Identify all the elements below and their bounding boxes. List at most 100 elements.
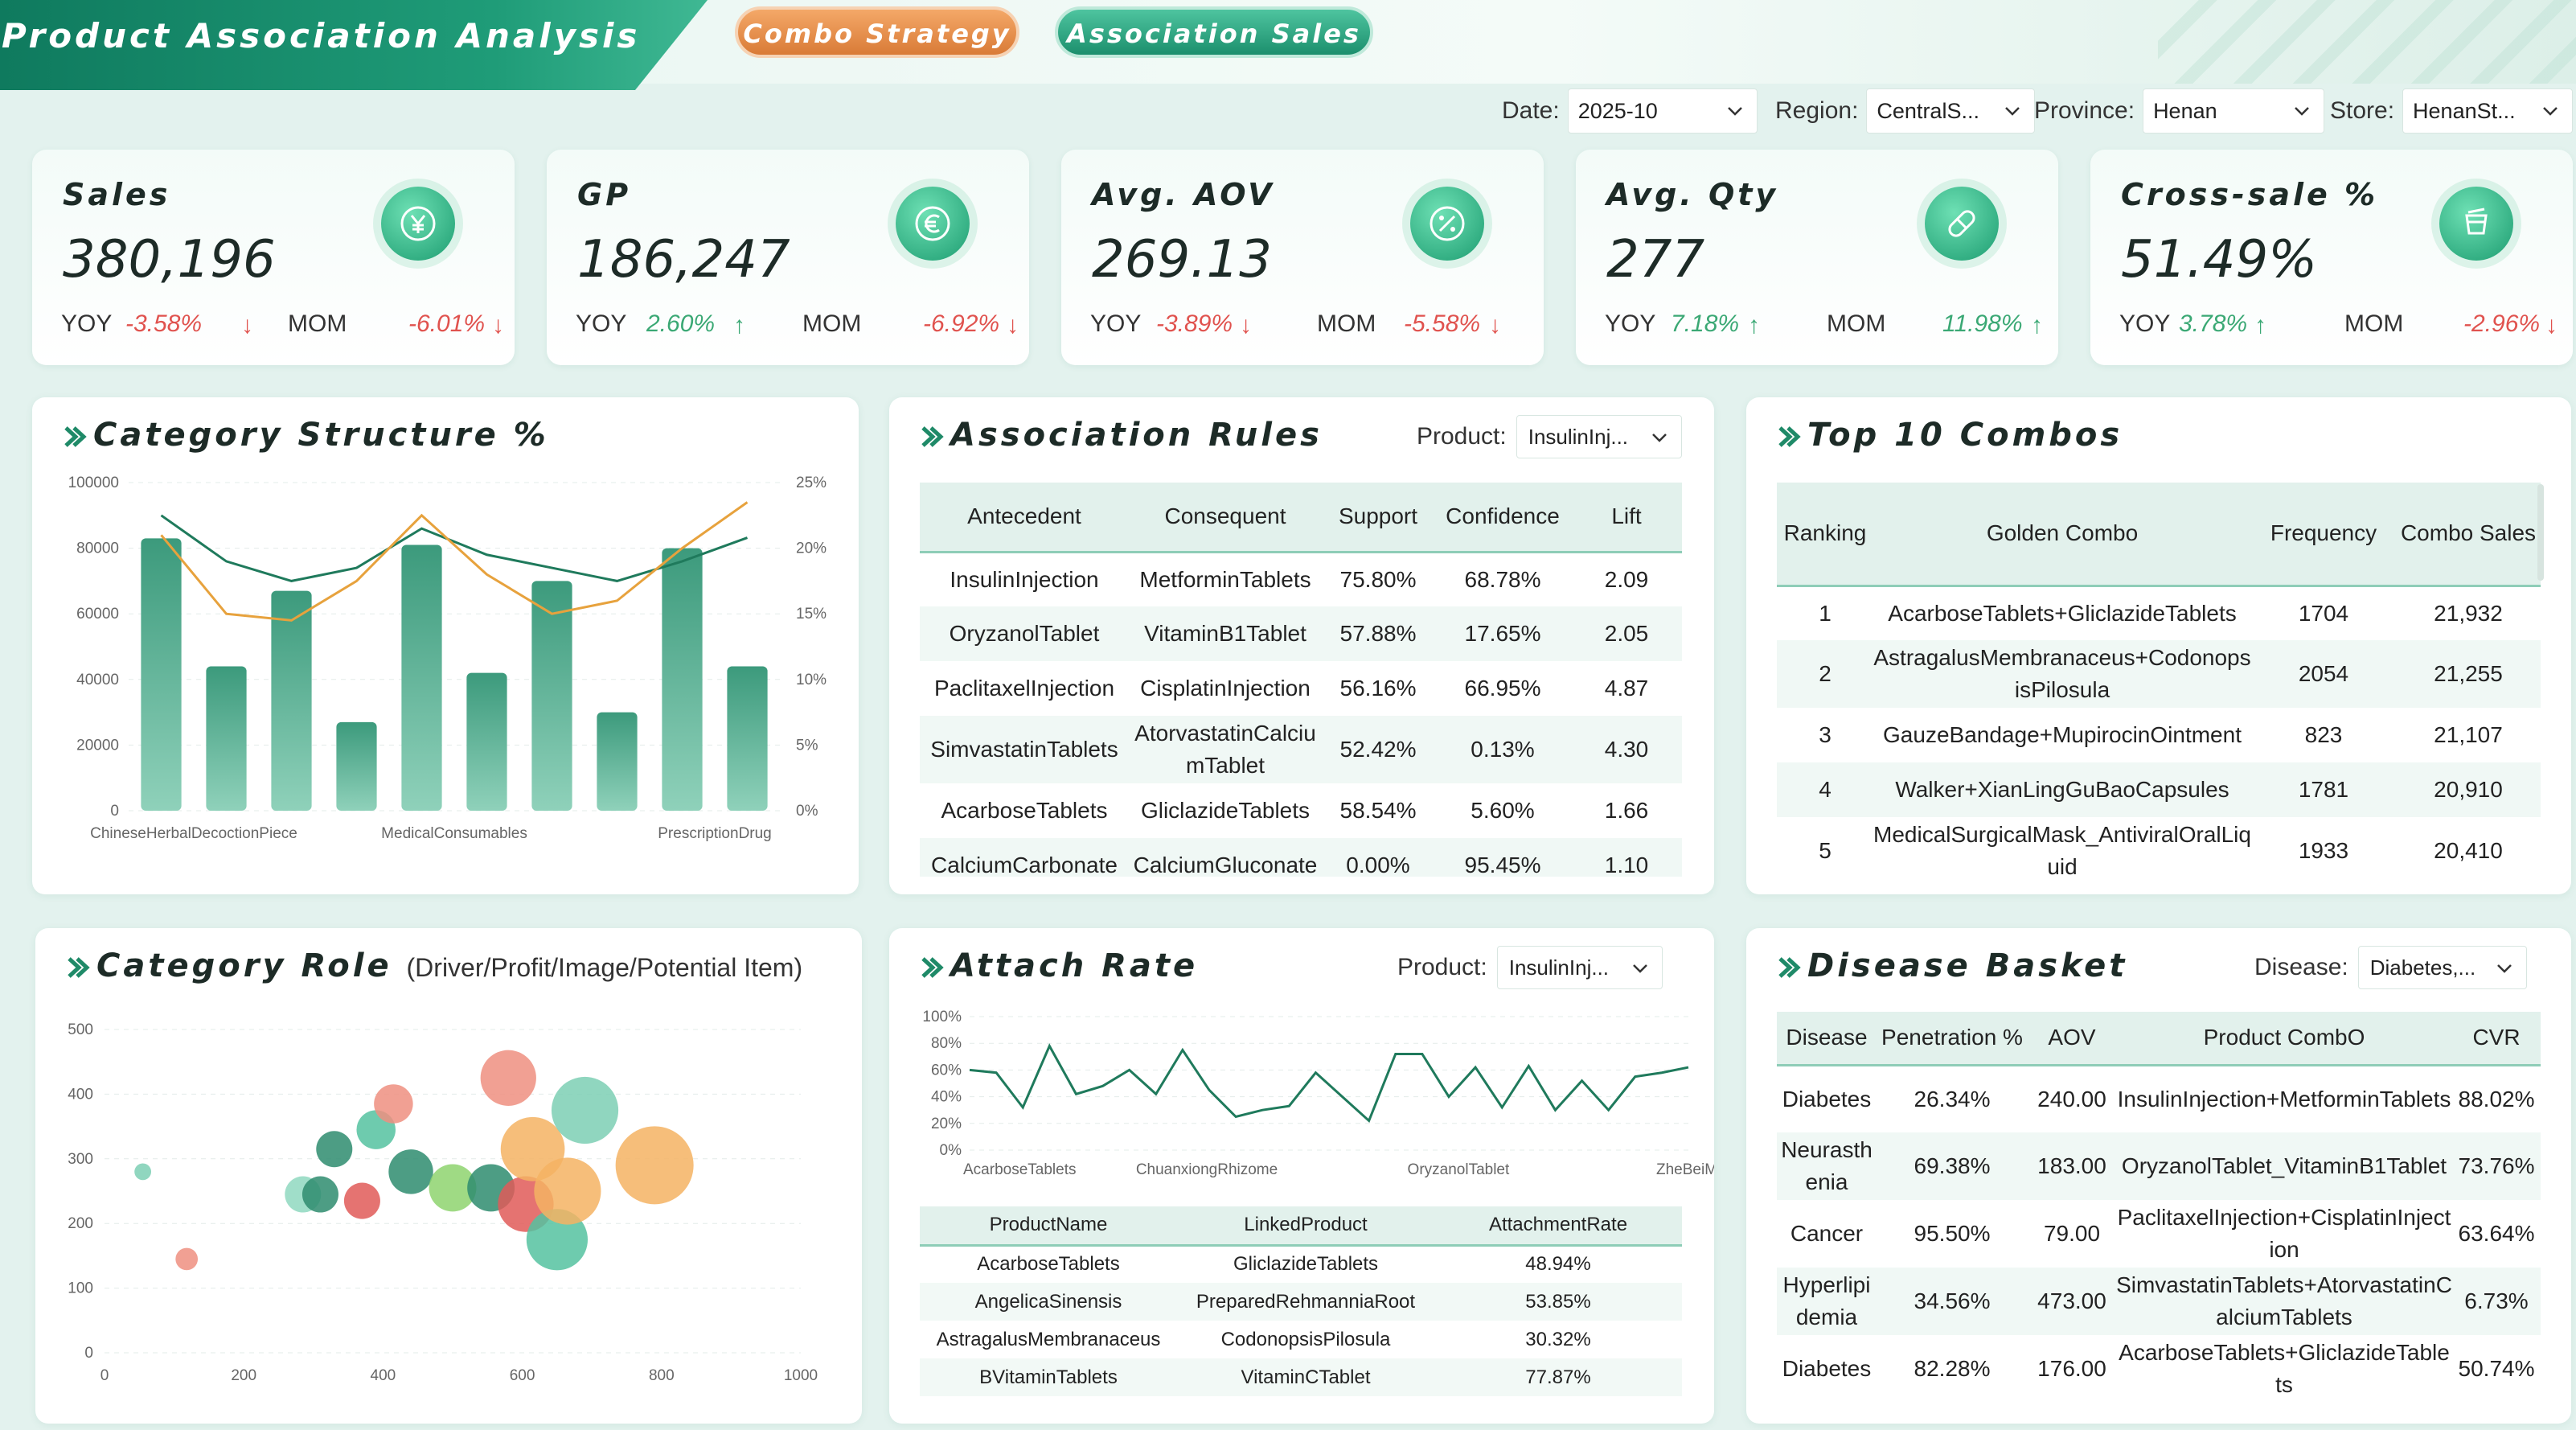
- table-cell: AcarboseTablets+GliclazideTablets: [1888, 600, 2237, 626]
- column-header[interactable]: AttachmentRate: [1434, 1206, 1682, 1247]
- top-combos-table: Ranking Golden Combo Frequency Combo Sal…: [1777, 483, 2541, 877]
- table-row[interactable]: PaclitaxelInjection CisplatinInjection 56.…: [920, 661, 1682, 716]
- chevron-right-icon: [921, 426, 944, 447]
- date-select[interactable]: 2025-10: [1567, 88, 1758, 134]
- table-cell: 95.50%: [1914, 1221, 1991, 1246]
- bubble: [374, 1084, 413, 1124]
- table-row[interactable]: 3 GauzeBandage+MupirocinOintment 823 21,107: [1777, 708, 2541, 762]
- table-row[interactable]: 1 AcarboseTablets+GliclazideTablets 1704 21…: [1777, 586, 2541, 640]
- yoy-value: -3.58%: [125, 310, 203, 337]
- column-header[interactable]: LinkedProduct: [1177, 1206, 1434, 1247]
- table-cell: GliclazideTablets: [1140, 798, 1311, 823]
- table-row[interactable]: CalciumCarbonate CalciumGluconate 0.00% 95.…: [920, 838, 1682, 877]
- kpi-card-aov: Avg. AOV 269.13 YOY -3.89% ↓ MOM -5.58% …: [1061, 150, 1544, 365]
- header-decoration: [2158, 0, 2576, 84]
- category-structure-chart: 0 20000 40000 60000 80000 100000 0% 5% 10% 15% 20%…: [68, 475, 827, 842]
- column-header[interactable]: ProductName: [920, 1206, 1177, 1247]
- table-cell: CisplatinInjection: [1140, 676, 1311, 701]
- disease-select[interactable]: Diabetes,...: [2357, 946, 2527, 989]
- column-header[interactable]: Product CombO: [2116, 1012, 2452, 1066]
- table-cell: AstragalusMembranaceus+CodonopsisPilosul…: [1873, 640, 2251, 708]
- tab-combo-strategy[interactable]: Combo Strategy: [735, 6, 1019, 58]
- table-row[interactable]: AngelicaSinensis PreparedRehmanniaRoot 53.…: [920, 1283, 1682, 1321]
- table-row[interactable]: BVitaminTablets VitaminCTablet 77.87%: [920, 1358, 1682, 1396]
- table-cell: PaclitaxelInjection: [933, 676, 1115, 701]
- bar: [727, 666, 768, 811]
- arrow-down-icon: ↓: [492, 312, 504, 339]
- disease-basket-table-wrap: Disease Penetration % AOV Product CombO …: [1777, 1012, 2541, 1404]
- chevron-down-icon: [1727, 107, 1742, 116]
- tab-association-sales[interactable]: Association Sales: [1055, 6, 1373, 58]
- province-select[interactable]: Henan: [2143, 88, 2325, 134]
- bar: [336, 721, 377, 811]
- table-row[interactable]: 5 MedicalSurgicalMask_AntiviralOralLiquid…: [1777, 817, 2541, 877]
- table-cell: 183.00: [2028, 1132, 2116, 1200]
- product-select[interactable]: InsulinInj...: [1516, 415, 1682, 458]
- table-cell: 1.66: [1604, 798, 1649, 823]
- attach-product-select[interactable]: InsulinInj...: [1496, 946, 1663, 989]
- table-cell: CodonopsisPilosula: [1220, 1328, 1391, 1350]
- column-header[interactable]: Frequency: [2251, 483, 2396, 587]
- x-tick-label: ZheBeiMu: [1656, 1161, 1714, 1177]
- table-row[interactable]: Neurasthenia 69.38% 183.00 OryzanolTablet_V…: [1777, 1132, 2541, 1200]
- x-tick-label: ChuanxiongRhizome: [1136, 1161, 1278, 1177]
- column-header[interactable]: Penetration %: [1877, 1012, 2028, 1066]
- column-header[interactable]: Confidence: [1434, 483, 1571, 553]
- table-cell: 1: [1819, 600, 1832, 626]
- kpi-name: Cross-sale %: [2121, 177, 2379, 212]
- table-cell: Neurasthenia: [1777, 1132, 1877, 1200]
- table-cell: 50.74%: [2458, 1356, 2535, 1381]
- table-row[interactable]: AcarboseTablets GliclazideTablets 48.94%: [920, 1245, 1682, 1283]
- table-row[interactable]: OryzanolTablet VitaminB1Tablet 57.88% 17.65…: [920, 606, 1682, 661]
- table-row[interactable]: Cancer 95.50% 79.00 PaclitaxelInjection+Cis…: [1777, 1200, 2541, 1268]
- column-header[interactable]: CVR: [2452, 1012, 2541, 1066]
- table-row[interactable]: AcarboseTablets GliclazideTablets 58.54% 5.…: [920, 783, 1682, 838]
- attach-rate-chart: 0% 20% 40% 60% 80% 100% AcarboseTablets Chuanxi…: [922, 1009, 1714, 1177]
- table-row[interactable]: AstragalusMembranaceus CodonopsisPilosula…: [920, 1321, 1682, 1358]
- panel-disease-basket: Disease Basket Disease: Diabetes,... Dis…: [1746, 928, 2571, 1424]
- y-tick-label: 60000: [76, 606, 119, 623]
- top-combos-table-wrap: Ranking Golden Combo Frequency Combo Sal…: [1777, 483, 2541, 877]
- bubble: [134, 1163, 152, 1181]
- x-tick-label: PrescriptionDrug: [658, 825, 772, 842]
- panel-title: Top 10 Combos: [1775, 417, 2123, 454]
- table-cell: 1933: [2298, 838, 2349, 863]
- bar: [141, 538, 182, 811]
- column-header[interactable]: AOV: [2028, 1012, 2116, 1066]
- table-row[interactable]: Hyperlipidemia 34.56% 473.00 SimvastatinTab…: [1777, 1268, 2541, 1335]
- x-tick-label: 600: [510, 1367, 535, 1384]
- table-row[interactable]: Diabetes 82.28% 176.00 AcarboseTablets+Glic…: [1777, 1335, 2541, 1403]
- table-cell: 2054: [2251, 640, 2396, 708]
- kpi-value: 277: [1606, 230, 1705, 290]
- y-tick-label: 60%: [931, 1062, 962, 1079]
- x-tick-label: 0: [100, 1367, 109, 1384]
- table-cell: 0.13%: [1434, 716, 1571, 783]
- table-header-row: ProductName LinkedProduct AttachmentRate: [920, 1206, 1682, 1247]
- y-tick-label: 300: [68, 1151, 93, 1168]
- y-tick-label: 500: [68, 1021, 93, 1038]
- table-row[interactable]: 4 Walker+XianLingGuBaoCapsules 1781 20,910: [1777, 762, 2541, 817]
- column-header[interactable]: Disease: [1777, 1012, 1877, 1066]
- kpi-value: 51.49%: [2121, 230, 2318, 290]
- store-filter: Store: HenanSt...: [2330, 87, 2574, 135]
- table-cell: 53.85%: [1434, 1283, 1682, 1321]
- table-scrollbar[interactable]: [2537, 484, 2544, 581]
- table-cell: 34.56%: [1877, 1268, 2028, 1335]
- table-row[interactable]: Diabetes 26.34% 240.00 InsulinInjection+Met…: [1777, 1065, 2541, 1132]
- column-header[interactable]: Lift: [1571, 483, 1682, 553]
- column-header[interactable]: Golden Combo: [1873, 483, 2251, 587]
- column-header[interactable]: Ranking: [1777, 483, 1873, 587]
- column-header[interactable]: Consequent: [1129, 483, 1322, 553]
- column-header[interactable]: Combo Sales: [2396, 483, 2541, 587]
- cup-icon: [2439, 187, 2513, 261]
- store-select[interactable]: HenanSt...: [2402, 88, 2574, 134]
- table-row[interactable]: SimvastatinTablets AtorvastatinCalciumTab…: [920, 716, 1682, 783]
- column-header[interactable]: Support: [1322, 483, 1434, 553]
- top-combos-title: Top 10 Combos: [1807, 417, 2123, 454]
- bubble: [551, 1076, 619, 1144]
- table-header-row: Disease Penetration % AOV Product CombO …: [1777, 1012, 2541, 1066]
- table-row[interactable]: InsulinInjection MetforminTablets 75.80% 68…: [920, 552, 1682, 606]
- region-select[interactable]: CentralS...: [1866, 88, 2036, 134]
- column-header[interactable]: Antecedent: [920, 483, 1129, 553]
- table-row[interactable]: 2 AstragalusMembranaceus+CodonopsisPilosu…: [1777, 640, 2541, 708]
